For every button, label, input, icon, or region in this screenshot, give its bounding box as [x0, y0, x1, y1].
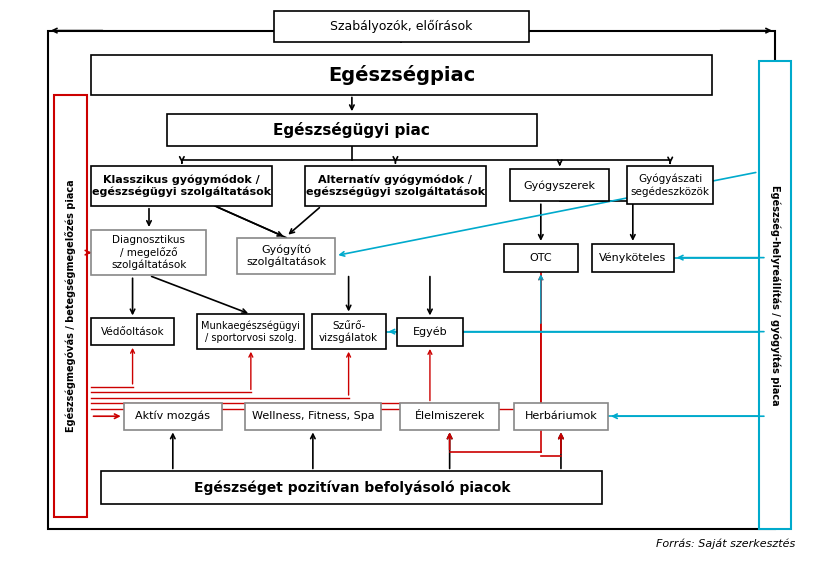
Text: Egészséget pozitívan befolyásoló piacok: Egészséget pozitívan befolyásoló piacok — [194, 480, 510, 495]
FancyBboxPatch shape — [92, 318, 174, 345]
FancyBboxPatch shape — [92, 55, 712, 94]
FancyBboxPatch shape — [305, 166, 485, 206]
FancyBboxPatch shape — [397, 318, 463, 346]
FancyBboxPatch shape — [510, 169, 609, 201]
Text: Védőoltások: Védőoltások — [101, 327, 165, 337]
FancyBboxPatch shape — [245, 403, 380, 429]
Text: OTC: OTC — [529, 253, 552, 262]
Text: Wellness, Fitness, Spa: Wellness, Fitness, Spa — [251, 411, 374, 421]
Text: Egyéb: Egyéb — [413, 327, 447, 337]
FancyBboxPatch shape — [312, 314, 385, 349]
FancyBboxPatch shape — [400, 403, 499, 429]
Text: Herbáriumok: Herbáriumok — [524, 411, 597, 421]
Text: Gyógyászati
segédeszközök: Gyógyászati segédeszközök — [631, 174, 710, 197]
Text: Gyógyító
szolgáltatások: Gyógyító szolgáltatások — [246, 244, 326, 267]
Text: Klasszikus gyógymódok /
egészségügyi szolgáltatások: Klasszikus gyógymódok / egészségügyi szo… — [93, 174, 271, 197]
Text: Munkaegészségügyi
/ sportorvosi szolg.: Munkaegészségügyi / sportorvosi szolg. — [202, 320, 300, 343]
FancyBboxPatch shape — [627, 166, 714, 204]
Text: Egészségügyi piac: Egészségügyi piac — [274, 122, 430, 138]
FancyBboxPatch shape — [198, 314, 304, 349]
FancyBboxPatch shape — [102, 472, 602, 504]
Text: Egészség-helyreállítás / gyógyítás piaca: Egészség-helyreállítás / gyógyítás piaca — [770, 184, 780, 405]
Text: Aktív mozgás: Aktív mozgás — [136, 411, 210, 422]
Text: Gyógyszerek: Gyógyszerek — [523, 180, 595, 191]
FancyBboxPatch shape — [274, 11, 528, 42]
FancyBboxPatch shape — [514, 403, 608, 429]
Text: Élelmiszerek: Élelmiszerek — [414, 411, 485, 421]
Text: Szabályozók, előírások: Szabályozók, előírások — [330, 20, 472, 33]
Text: Egészségmegóvás / betegségmegelőzés piaca: Egészségmegóvás / betegségmegelőzés piac… — [65, 180, 75, 432]
FancyBboxPatch shape — [592, 244, 674, 271]
FancyBboxPatch shape — [167, 114, 537, 146]
Text: Szűrő-
vizsgálatok: Szűrő- vizsgálatok — [319, 320, 378, 343]
Text: Vényköteles: Vényköteles — [600, 252, 667, 263]
FancyBboxPatch shape — [504, 244, 578, 271]
Text: Diagnosztikus
/ megelőző
szolgáltatások: Diagnosztikus / megelőző szolgáltatások — [112, 235, 187, 270]
FancyBboxPatch shape — [54, 94, 87, 518]
FancyBboxPatch shape — [92, 230, 207, 275]
FancyBboxPatch shape — [237, 238, 336, 274]
FancyBboxPatch shape — [758, 61, 791, 529]
FancyBboxPatch shape — [123, 403, 222, 429]
Text: Egészségpiac: Egészségpiac — [328, 65, 476, 84]
Text: Forrás: Saját szerkesztés: Forrás: Saját szerkesztés — [656, 539, 796, 549]
Text: Alternatív gyógymódok /
egészségügyi szolgáltatások: Alternatív gyógymódok / egészségügyi szo… — [306, 174, 485, 197]
FancyBboxPatch shape — [92, 166, 272, 206]
FancyBboxPatch shape — [48, 30, 775, 529]
